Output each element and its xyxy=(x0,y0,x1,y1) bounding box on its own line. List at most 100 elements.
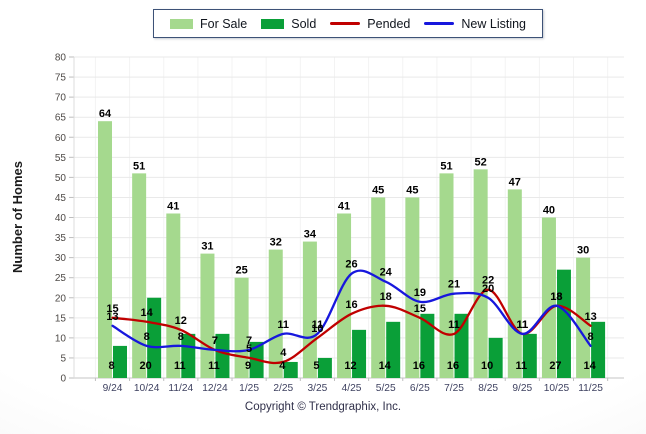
new-listing-value-label: 8 xyxy=(144,331,150,343)
bar-sold xyxy=(113,345,127,378)
bar-for-sale xyxy=(507,189,522,378)
legend-item-pended: Pended xyxy=(330,17,410,31)
lines xyxy=(111,269,592,365)
y-tick-label: 75 xyxy=(55,73,67,84)
sold-value-label: 9 xyxy=(245,360,251,372)
for-sale-value-label: 41 xyxy=(167,200,179,212)
pended-value-label: 22 xyxy=(482,275,494,287)
new-listing-value-label: 19 xyxy=(414,287,426,299)
bar-sold xyxy=(215,333,230,378)
bar-for-sale xyxy=(541,217,556,378)
bar-for-sale xyxy=(337,213,352,378)
bar-sold xyxy=(386,321,401,378)
pended-value-label: 5 xyxy=(246,343,252,355)
bar-sold xyxy=(317,357,332,378)
y-tick-label: 45 xyxy=(55,193,67,204)
for-sale-value-label: 32 xyxy=(270,237,282,249)
y-tick-label: 50 xyxy=(55,173,67,184)
new-listing-value-label: 20 xyxy=(482,283,494,295)
pended-value-label: 13 xyxy=(584,311,596,323)
new-listing-value-label: 8 xyxy=(178,331,184,343)
pended-value-label: 12 xyxy=(175,315,187,327)
new-listing-value-label: 11 xyxy=(312,319,324,331)
sold-value-label: 16 xyxy=(413,360,425,372)
y-tick-label: 10 xyxy=(55,333,67,344)
new-listing-line-swatch-icon xyxy=(424,22,455,25)
bar-for-sale xyxy=(166,213,181,378)
x-axis-label: 11/24 xyxy=(168,383,193,394)
y-tick-label: 65 xyxy=(55,113,67,124)
x-axis-label: 9/25 xyxy=(512,383,532,394)
x-axis-label: 9/24 xyxy=(103,383,123,394)
y-tick-label: 5 xyxy=(60,353,66,364)
new-listing-value-label: 11 xyxy=(516,319,528,331)
for-sale-value-label: 51 xyxy=(440,160,452,172)
y-tick-label: 35 xyxy=(55,233,67,244)
value-labels: 6485120411131112593243454112451445165116… xyxy=(99,108,597,372)
bar-for-sale xyxy=(473,169,488,378)
sold-value-label: 5 xyxy=(313,360,319,372)
bar-sold xyxy=(420,313,435,378)
pended-value-label: 4 xyxy=(280,347,287,359)
bar-sold xyxy=(488,337,503,378)
bar-for-sale xyxy=(302,241,317,378)
sold-value-label: 14 xyxy=(379,360,392,372)
sold-value-label: 27 xyxy=(549,360,561,372)
bar-for-sale xyxy=(234,277,249,378)
pended-value-label: 14 xyxy=(141,307,154,319)
bar-sold xyxy=(352,329,367,378)
legend-item-sold: Sold xyxy=(261,17,316,31)
sold-value-label: 20 xyxy=(140,360,152,372)
copyright-text: Copyright © Trendgraphix, Inc. xyxy=(244,401,402,413)
x-axis-label: 10/25 xyxy=(544,383,570,394)
bar-sold xyxy=(591,321,606,378)
pended-line-swatch-icon xyxy=(330,22,361,25)
new-listing-value-label: 11 xyxy=(277,319,289,331)
bars xyxy=(98,121,606,378)
y-tick-label: 25 xyxy=(55,273,67,284)
sold-value-label: 10 xyxy=(481,360,493,372)
pended-value-label: 11 xyxy=(448,319,460,331)
pended-value-label: 15 xyxy=(106,303,118,315)
bar-for-sale xyxy=(98,121,112,378)
y-tick-label: 55 xyxy=(55,153,67,164)
for-sale-value-label: 64 xyxy=(99,108,112,120)
y-tick-label: 15 xyxy=(55,313,67,324)
y-axis-title: Number of Homes xyxy=(10,161,25,273)
sold-value-label: 8 xyxy=(108,360,114,372)
for-sale-value-label: 45 xyxy=(372,184,384,196)
new-listing-value-label: 7 xyxy=(212,335,218,347)
pended-value-label: 18 xyxy=(550,291,562,303)
x-axis-label: 1/25 xyxy=(239,383,259,394)
new-listing-value-label: 18 xyxy=(550,291,562,303)
x-axis-label: 2/25 xyxy=(273,383,293,394)
gridlines xyxy=(69,56,624,381)
new-listing-value-label: 7 xyxy=(246,335,252,347)
sold-value-label: 11 xyxy=(208,360,220,372)
bar-for-sale xyxy=(405,197,420,378)
sold-swatch-icon xyxy=(261,18,285,29)
x-axis-label: 4/25 xyxy=(342,383,362,394)
x-axis-label: 6/25 xyxy=(410,383,430,394)
y-tick-label: 80 xyxy=(55,53,67,64)
x-axis-label: 5/25 xyxy=(376,383,396,394)
new-listing-value-label: 21 xyxy=(448,279,460,291)
x-axis-label: 11/25 xyxy=(578,383,603,394)
sold-value-label: 14 xyxy=(583,360,596,372)
bar-sold xyxy=(147,297,162,378)
for-sale-value-label: 34 xyxy=(304,229,317,241)
for-sale-value-label: 45 xyxy=(406,184,418,196)
legend-item-new-listing: New Listing xyxy=(424,17,526,31)
pended-value-label: 10 xyxy=(311,323,323,335)
y-tick-label: 20 xyxy=(55,293,67,304)
bar-for-sale xyxy=(268,249,283,378)
sold-value-label: 4 xyxy=(279,360,286,372)
y-tick-label: 60 xyxy=(55,133,67,144)
for-sale-value-label: 41 xyxy=(338,200,350,212)
legend-label: For Sale xyxy=(200,16,248,31)
for-sale-value-label: 52 xyxy=(475,156,487,168)
legend-label: Sold xyxy=(291,16,317,31)
bar-for-sale xyxy=(132,173,147,378)
